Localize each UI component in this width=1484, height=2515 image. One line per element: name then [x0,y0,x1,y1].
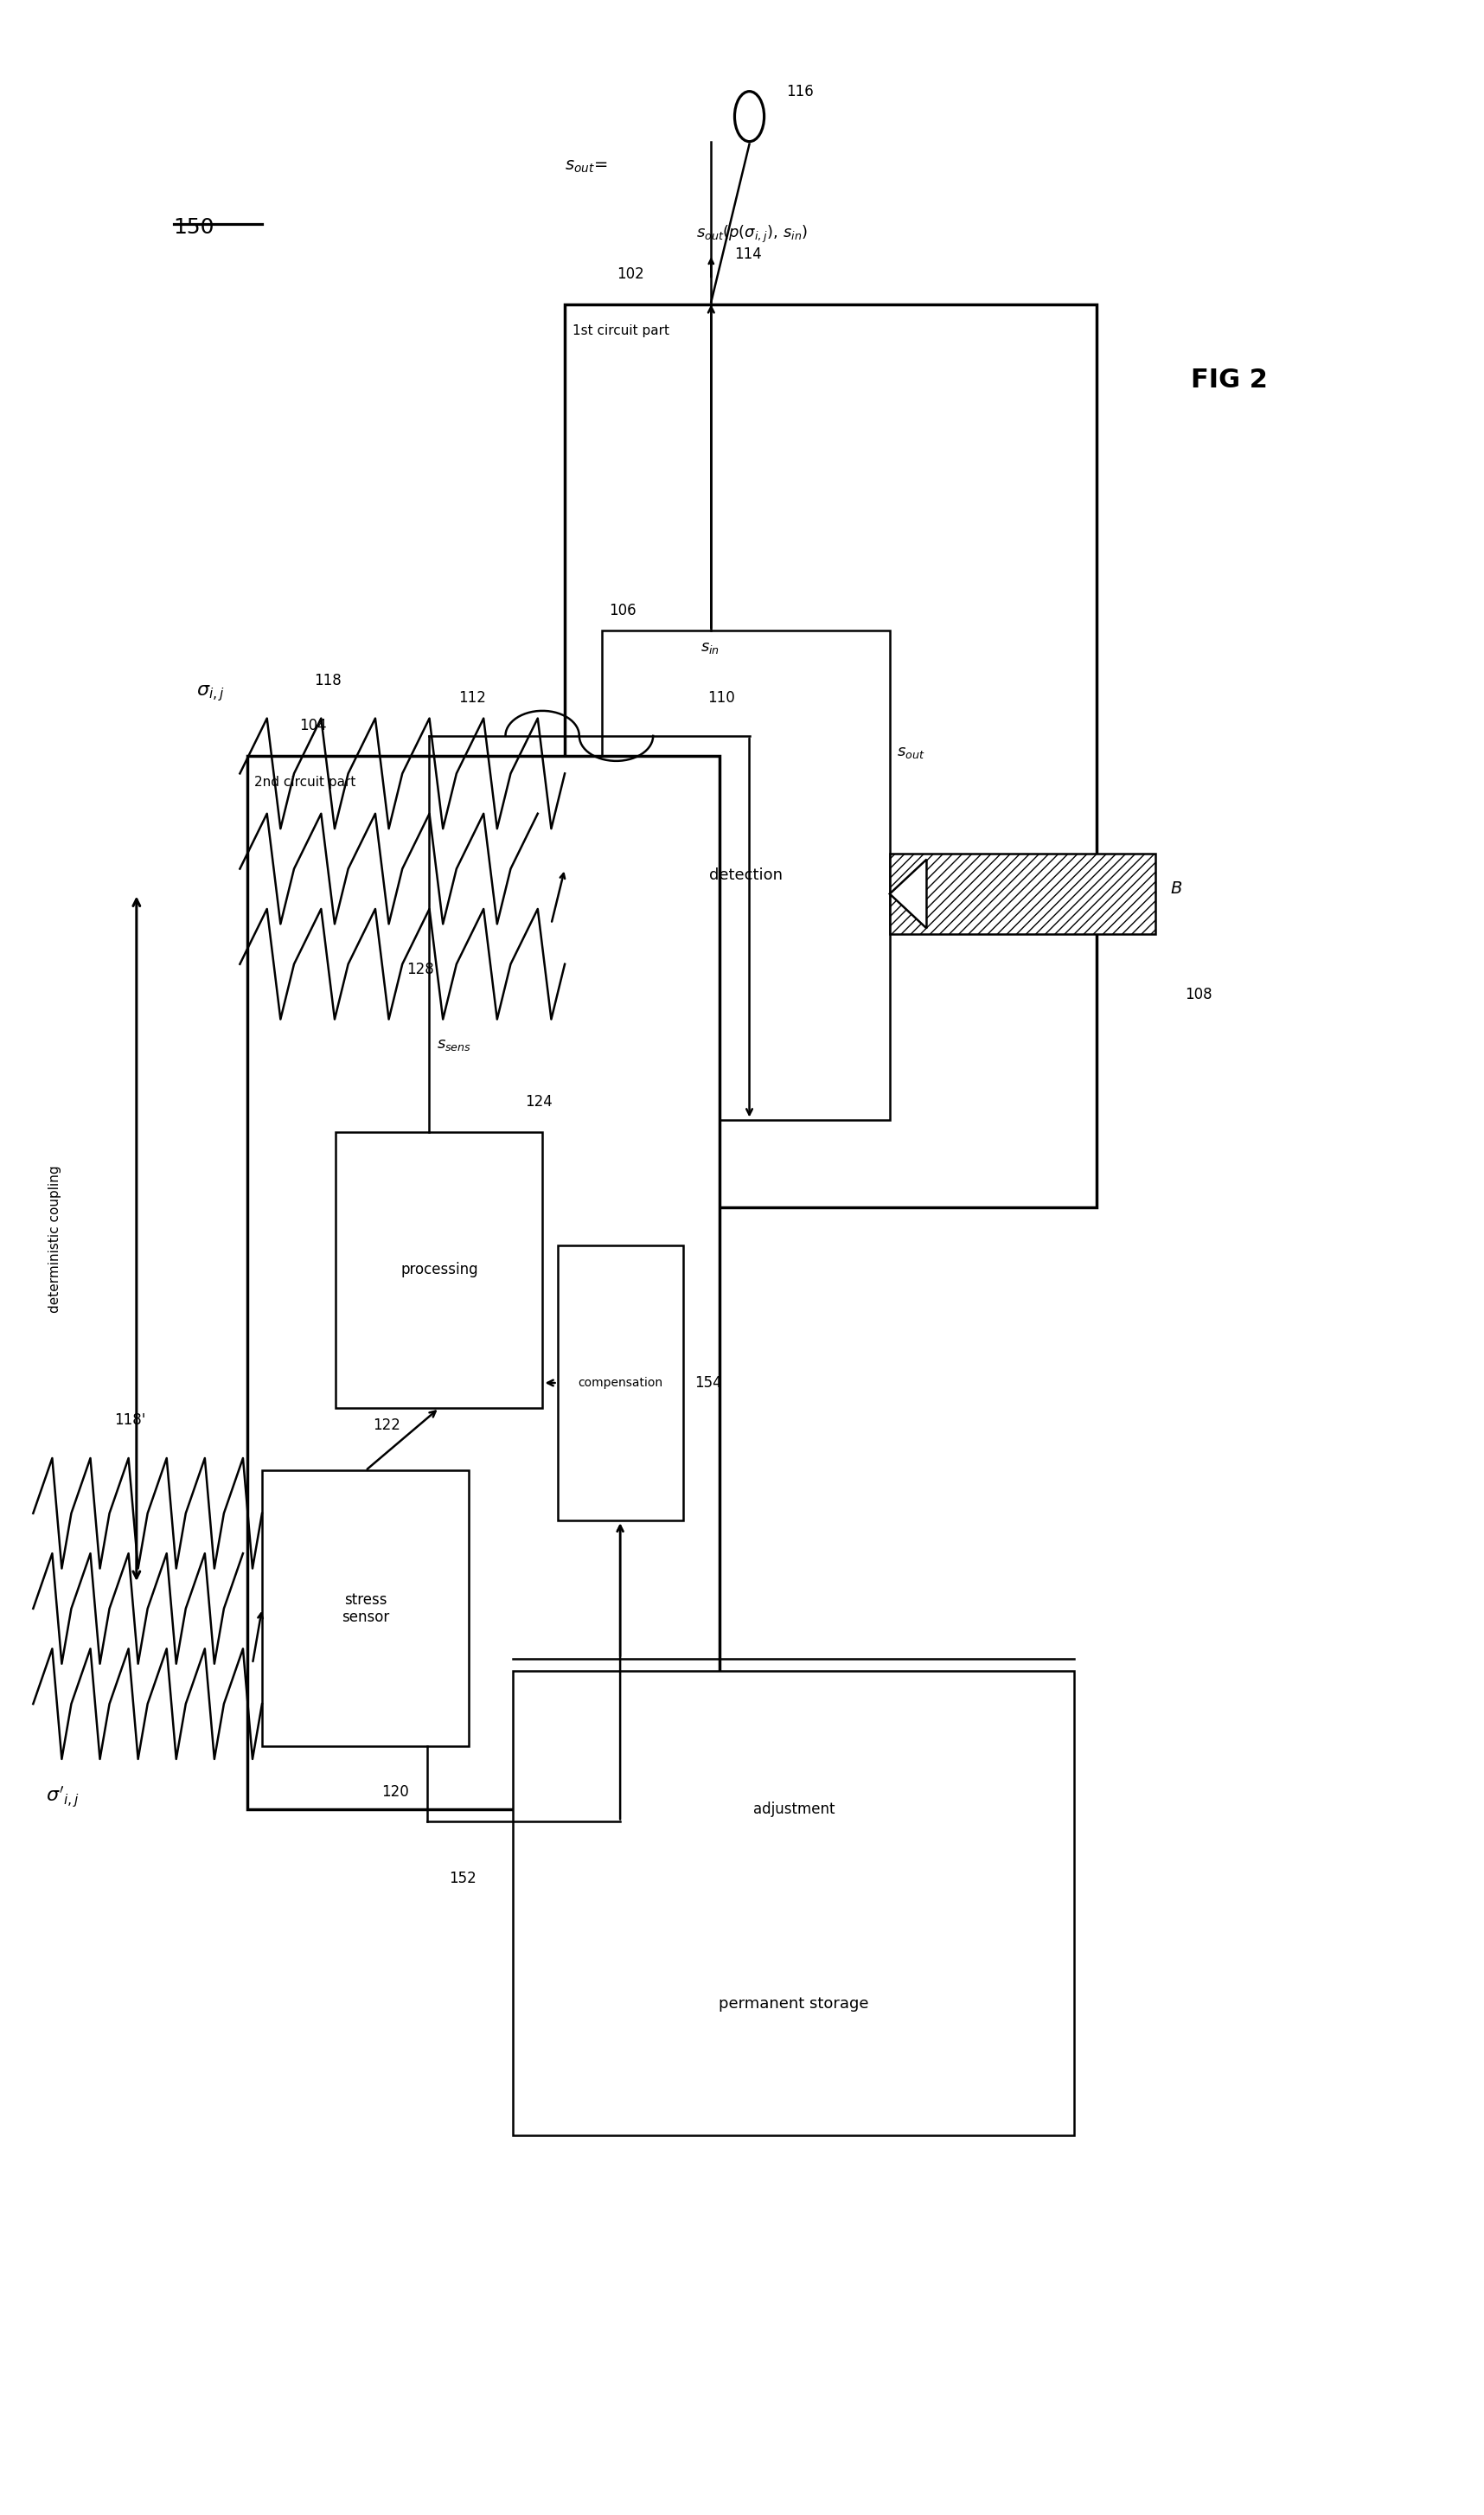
Bar [513,1672,1074,2135]
Text: deterministic coupling: deterministic coupling [49,1164,62,1313]
Text: 114: 114 [735,246,763,262]
Text: 116: 116 [787,83,813,98]
Text: 102: 102 [616,267,644,282]
Bar [565,304,1097,1207]
Text: adjustment: adjustment [752,1801,834,1816]
Text: detection: detection [709,868,782,883]
Text: processing: processing [401,1263,478,1278]
Text: 122: 122 [372,1418,401,1434]
Text: 120: 120 [381,1783,408,1798]
Text: $s_{in}$: $s_{in}$ [700,641,720,656]
Bar [335,1132,543,1408]
Bar [528,1896,1060,2110]
Text: FIG 2: FIG 2 [1192,367,1267,392]
Text: compensation: compensation [577,1376,662,1388]
Text: 118': 118' [114,1413,145,1429]
Text: 112: 112 [459,692,487,707]
Text: $s_{out}$: $s_{out}$ [896,744,925,760]
Text: 150: 150 [174,216,215,236]
Text: 128: 128 [407,961,435,976]
Text: 104: 104 [298,719,326,734]
Text: $\sigma'_{i,j}$: $\sigma'_{i,j}$ [46,1786,80,1808]
Text: 106: 106 [608,604,637,619]
Bar [890,853,1156,933]
Text: 152: 152 [448,1871,476,1886]
Text: 2nd circuit part: 2nd circuit part [255,777,356,790]
Text: 1st circuit part: 1st circuit part [573,324,669,337]
Text: stress
sensor: stress sensor [341,1592,389,1625]
Bar [601,631,890,1119]
Text: $s_{out}$=: $s_{out}$= [565,158,608,176]
Text: B: B [1171,880,1181,898]
Text: 110: 110 [708,692,735,707]
Text: $s_{sens}$: $s_{sens}$ [436,1036,470,1051]
Bar [248,757,720,1808]
Bar [558,1245,683,1522]
Text: 154: 154 [695,1376,723,1391]
Text: $\sigma_{i,j}$: $\sigma_{i,j}$ [196,684,224,704]
Text: 108: 108 [1186,986,1212,1001]
Polygon shape [890,860,926,928]
Text: permanent storage: permanent storage [718,1997,868,2012]
Text: 118: 118 [313,674,341,689]
Bar [263,1471,469,1745]
Text: 124: 124 [525,1094,552,1109]
Text: $s_{out}(p(\sigma_{i,j}),\,s_{in})$: $s_{out}(p(\sigma_{i,j}),\,s_{in})$ [696,224,809,244]
